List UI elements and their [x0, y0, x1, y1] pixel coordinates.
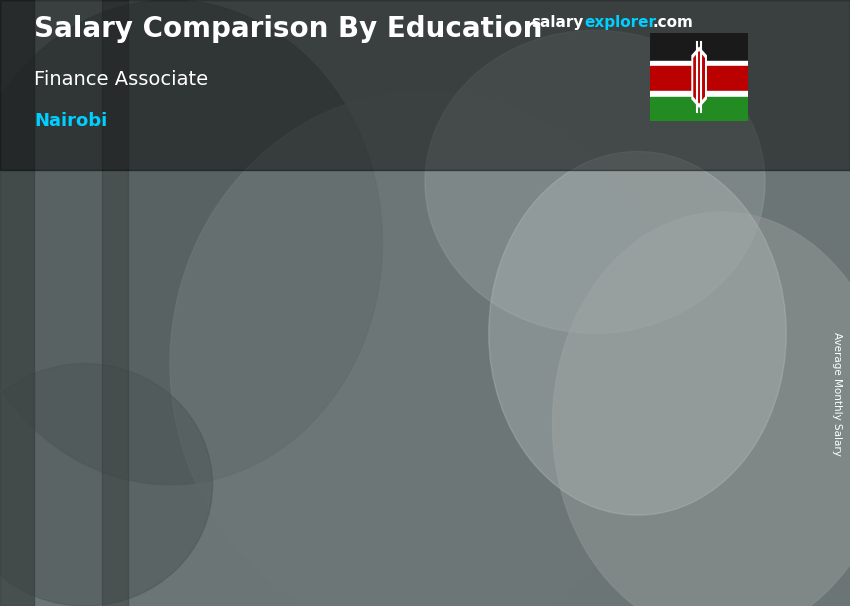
Polygon shape — [691, 47, 707, 108]
Text: 149,000 KES: 149,000 KES — [601, 246, 694, 259]
Polygon shape — [694, 51, 705, 104]
Ellipse shape — [0, 364, 212, 606]
Polygon shape — [537, 316, 558, 527]
Bar — [650, 66, 748, 92]
Text: +13%: +13% — [194, 291, 269, 316]
Text: 81,200 KES: 81,200 KES — [89, 365, 174, 378]
Text: +32%: +32% — [366, 219, 442, 242]
Bar — [0, 0, 850, 170]
Text: Finance Associate: Finance Associate — [34, 70, 208, 88]
Polygon shape — [0, 297, 850, 307]
Ellipse shape — [170, 91, 680, 606]
Polygon shape — [193, 385, 213, 527]
Bar — [650, 61, 748, 67]
Polygon shape — [0, 246, 850, 256]
FancyBboxPatch shape — [615, 265, 709, 527]
Text: 120,000 KES: 120,000 KES — [428, 297, 523, 310]
Text: explorer: explorer — [585, 15, 657, 30]
Bar — [102, 0, 128, 606]
Bar — [650, 33, 748, 61]
FancyBboxPatch shape — [442, 316, 537, 527]
Polygon shape — [709, 265, 729, 527]
Polygon shape — [365, 367, 386, 527]
FancyBboxPatch shape — [270, 367, 365, 527]
Ellipse shape — [0, 0, 382, 485]
Bar — [650, 98, 748, 121]
Polygon shape — [0, 347, 850, 358]
Ellipse shape — [552, 212, 850, 606]
Ellipse shape — [425, 30, 765, 333]
Text: 91,500 KES: 91,500 KES — [262, 347, 346, 360]
Text: .com: .com — [653, 15, 694, 30]
Bar — [650, 92, 748, 98]
Bar — [0, 0, 34, 606]
Text: Nairobi: Nairobi — [34, 112, 107, 130]
FancyBboxPatch shape — [99, 385, 193, 527]
Text: salary: salary — [531, 15, 584, 30]
Text: Salary Comparison By Education: Salary Comparison By Education — [34, 15, 542, 43]
Text: +24%: +24% — [537, 178, 614, 202]
Ellipse shape — [489, 152, 786, 515]
Text: Average Monthly Salary: Average Monthly Salary — [832, 332, 842, 456]
